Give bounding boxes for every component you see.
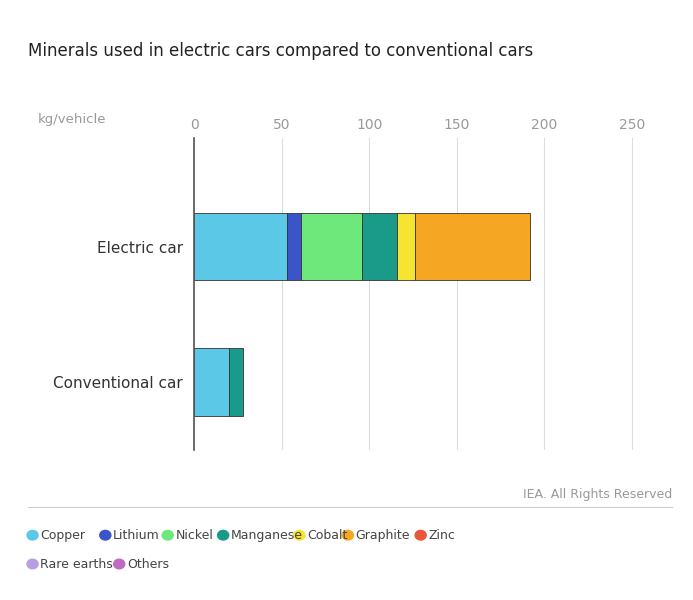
Bar	[415, 212, 530, 280]
Text: IEA. All Rights Reserved: IEA. All Rights Reserved	[523, 488, 672, 501]
Text: Graphite: Graphite	[356, 529, 410, 542]
Text: Copper: Copper	[40, 529, 85, 542]
Text: Others: Others	[127, 557, 169, 571]
Text: Nickel: Nickel	[175, 529, 213, 542]
Bar	[301, 212, 362, 280]
Bar	[194, 348, 229, 416]
Text: Zinc: Zinc	[428, 529, 455, 542]
Text: Manganese: Manganese	[231, 529, 303, 542]
Bar	[287, 212, 301, 280]
Text: kg/vehicle: kg/vehicle	[38, 113, 107, 126]
Text: Minerals used in electric cars compared to conventional cars: Minerals used in electric cars compared …	[28, 42, 533, 60]
Bar	[194, 212, 287, 280]
Text: Lithium: Lithium	[113, 529, 159, 542]
Bar	[397, 212, 415, 280]
Text: Cobalt: Cobalt	[307, 529, 347, 542]
Bar	[229, 348, 243, 416]
Bar	[362, 212, 397, 280]
Text: Rare earths: Rare earths	[40, 557, 113, 571]
